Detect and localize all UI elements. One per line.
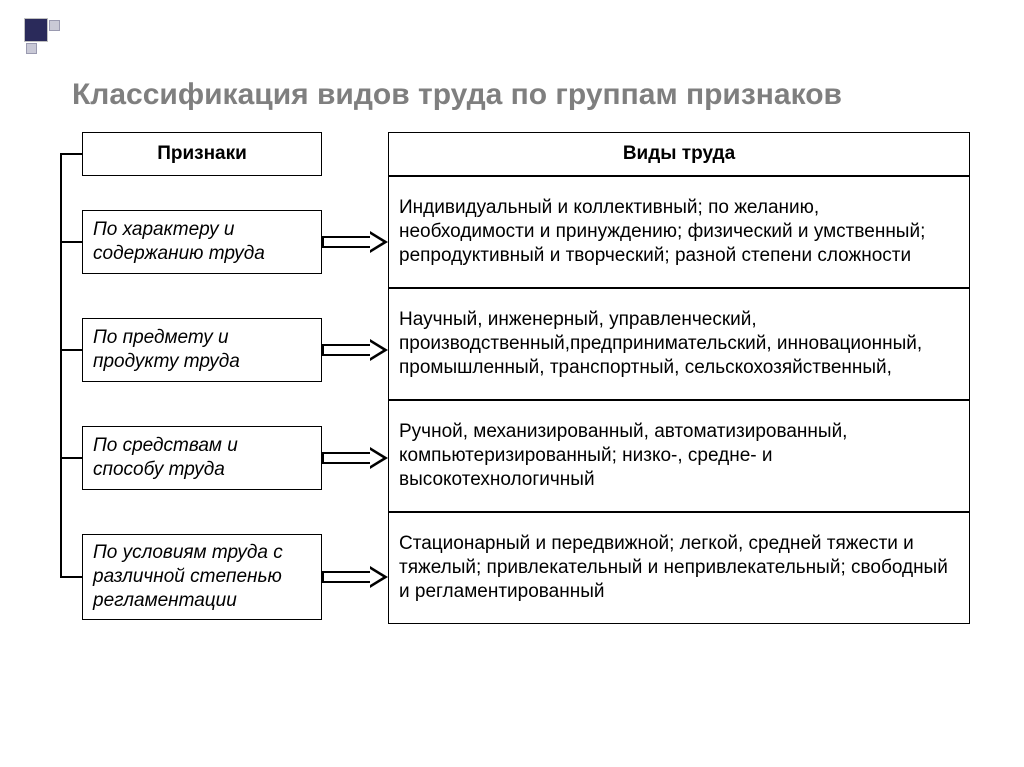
- slide: Классификация видов труда по группам при…: [0, 0, 1024, 767]
- connector-to-feature-3: [60, 457, 82, 459]
- header-features: Признаки: [82, 132, 322, 176]
- types-box-3: Ручной, механизированный, автоматизирова…: [388, 400, 970, 512]
- arrow-3: [322, 449, 388, 467]
- types-box-4: Стационарный и передвижной; легкой, сред…: [388, 512, 970, 624]
- arrow-4: [322, 568, 388, 586]
- arrow-1: [322, 233, 388, 251]
- connector-to-feature-1: [60, 241, 82, 243]
- types-box-1: Индивидуальный и коллективный; по желани…: [388, 176, 970, 288]
- feature-box-1: По характеру и содержанию труда: [82, 210, 322, 274]
- slide-logo: [20, 14, 60, 54]
- feature-box-3: По средствам и способу труда: [82, 426, 322, 490]
- connector-to-header: [60, 153, 82, 155]
- header-types: Виды труда: [388, 132, 970, 176]
- types-box-2: Научный, инженерный, управленческий, про…: [388, 288, 970, 400]
- logo-square-small-2: [26, 43, 37, 54]
- connector-spine: [60, 154, 62, 577]
- connector-to-feature-2: [60, 349, 82, 351]
- slide-title: Классификация видов труда по группам при…: [72, 78, 952, 112]
- logo-square-large: [24, 18, 48, 42]
- logo-square-small-1: [49, 20, 60, 31]
- connector-to-feature-4: [60, 576, 82, 578]
- feature-box-2: По предмету и продукту труда: [82, 318, 322, 382]
- feature-box-4: По условиям труда с различной степенью р…: [82, 534, 322, 620]
- arrow-2: [322, 341, 388, 359]
